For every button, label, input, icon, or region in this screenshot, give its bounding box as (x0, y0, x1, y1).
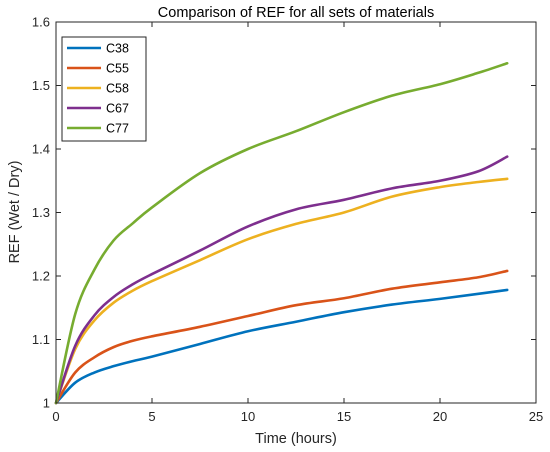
y-tick-label: 1.2 (32, 269, 50, 284)
x-tick-label: 20 (433, 409, 447, 424)
y-tick-label: 1.3 (32, 205, 50, 220)
y-tick-label: 1.6 (32, 15, 50, 30)
x-axis-label: Time (hours) (255, 431, 337, 447)
y-tick-label: 1.5 (32, 78, 50, 93)
y-tick-label: 1.1 (32, 332, 50, 347)
x-tick-label: 0 (52, 409, 59, 424)
x-tick-label: 10 (241, 409, 255, 424)
series-line-c55 (54, 269, 509, 405)
chart-title: Comparison of REF for all sets of materi… (158, 5, 434, 21)
y-axis-label: REF (Wet / Dry) (7, 161, 23, 264)
y-tick-label: 1.4 (32, 142, 50, 157)
legend-label-c38: C38 (106, 42, 129, 56)
x-tick-label: 5 (148, 409, 155, 424)
plot-border (55, 21, 537, 404)
series-layer (54, 61, 509, 405)
series-line-c38 (54, 288, 509, 405)
x-tick-label: 15 (337, 409, 351, 424)
legend-label-c77: C77 (106, 122, 129, 136)
y-tick-label: 1 (43, 396, 50, 411)
legend-label-c58: C58 (106, 82, 129, 96)
legend-label-c67: C67 (106, 102, 129, 116)
legend: C38 C55 C58 C67 C77 (61, 36, 147, 142)
series-line-c58 (54, 177, 509, 405)
legend-label-c55: C55 (106, 62, 129, 76)
ticks-layer: 0 5 10 15 20 25 1 1.1 1.2 1.3 1.4 1.5 1.6 (32, 15, 543, 425)
x-tick-label: 25 (529, 409, 543, 424)
series-line-c67 (54, 155, 509, 405)
series-line-c77 (54, 61, 509, 405)
